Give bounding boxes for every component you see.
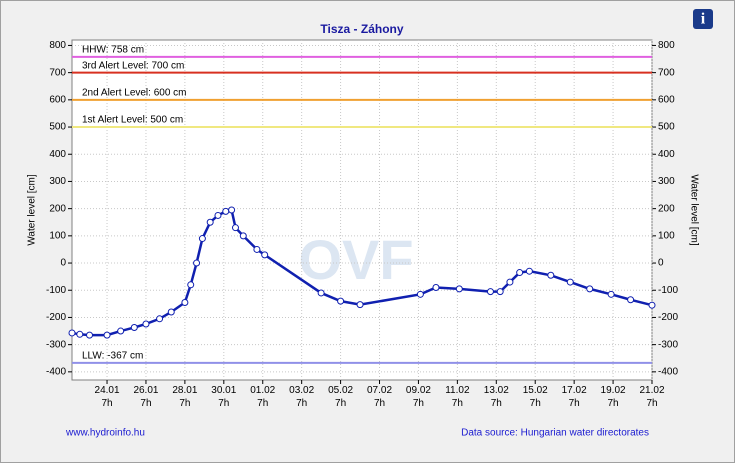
data-point [68, 329, 76, 337]
y2-tick-label: 100 [658, 230, 675, 241]
y2-tick-label: 600 [658, 94, 675, 105]
data-point [187, 281, 195, 289]
y-tick-label: 200 [49, 203, 66, 214]
y-tick-label: -100 [46, 285, 66, 296]
x-tick-label: 03.02 7h [289, 385, 314, 409]
x-tick-label: 26.01 7h [133, 385, 158, 409]
y2-axis-label: Water level [cm] [688, 174, 699, 246]
y-tick-label: 300 [49, 176, 66, 187]
x-tick-label: 21.02 7h [639, 385, 664, 409]
y2-tick-label: 400 [658, 149, 675, 160]
data-point [193, 259, 201, 267]
y-axis-label: Water level [cm] [27, 174, 38, 246]
plot-area [71, 39, 653, 381]
data-point [206, 218, 214, 226]
y-tick-label: -200 [46, 312, 66, 323]
y-tick-label: 800 [49, 40, 66, 51]
x-tick-label: 09.02 7h [406, 385, 431, 409]
level-label: 2nd Alert Level: 600 cm [82, 87, 187, 98]
data-point [231, 224, 239, 232]
y2-tick-label: 800 [658, 40, 675, 51]
info-icon[interactable]: i [701, 11, 706, 28]
x-tick-label: 30.01 7h [211, 385, 236, 409]
data-point [86, 331, 94, 339]
data-point [167, 308, 175, 316]
level-label: 3rd Alert Level: 700 cm [82, 60, 184, 71]
x-tick-label: 01.02 7h [250, 385, 275, 409]
data-point [222, 207, 230, 215]
y-tick-label: 700 [49, 67, 66, 78]
data-point [337, 297, 345, 305]
x-tick-label: 07.02 7h [367, 385, 392, 409]
data-point [486, 288, 494, 296]
y2-tick-label: 300 [658, 176, 675, 187]
y2-tick-label: 700 [658, 67, 675, 78]
x-tick-label: 05.02 7h [328, 385, 353, 409]
y2-tick-label: 500 [658, 122, 675, 133]
data-point [547, 271, 555, 279]
data-point [239, 232, 247, 240]
chart-title: Tisza - Záhony [320, 22, 403, 36]
x-tick-label: 15.02 7h [523, 385, 548, 409]
data-point [142, 320, 150, 328]
data-point [525, 267, 533, 275]
data-point [76, 330, 84, 338]
data-point [198, 235, 206, 243]
level-label: 1st Alert Level: 500 cm [82, 115, 183, 126]
x-tick-label: 19.02 7h [601, 385, 626, 409]
data-point [506, 278, 514, 286]
data-point [356, 301, 364, 309]
data-point [566, 278, 574, 286]
x-tick-label: 11.02 7h [445, 385, 470, 409]
level-label: HHW: 758 cm [82, 45, 144, 56]
data-point [103, 331, 111, 339]
x-tick-label: 24.01 7h [95, 385, 120, 409]
data-point [261, 251, 269, 259]
data-point [648, 301, 656, 309]
data-point [627, 296, 635, 304]
x-tick-label: 17.02 7h [562, 385, 587, 409]
info-button[interactable] [693, 9, 713, 29]
data-point [496, 288, 504, 296]
data-point [117, 327, 125, 335]
data-point [317, 289, 325, 297]
data-point [416, 290, 424, 298]
y-tick-label: -400 [46, 366, 66, 377]
y2-tick-label: 0 [658, 258, 664, 269]
y-tick-label: 600 [49, 94, 66, 105]
data-point [214, 211, 222, 219]
data-point [181, 298, 189, 306]
data-point [516, 269, 524, 277]
data-point [607, 290, 615, 298]
data-point [156, 315, 164, 323]
data-point [253, 245, 261, 253]
y2-tick-label: -400 [658, 366, 678, 377]
y2-tick-label: -300 [658, 339, 678, 350]
x-tick-label: 13.02 7h [484, 385, 509, 409]
y2-tick-label: -100 [658, 285, 678, 296]
y-tick-label: 0 [60, 258, 66, 269]
y-tick-label: 400 [49, 149, 66, 160]
y2-tick-label: -200 [658, 312, 678, 323]
footer-source: Data source: Hungarian water directorate… [461, 428, 649, 439]
level-label: LLW: -367 cm [82, 351, 143, 362]
data-point [455, 285, 463, 293]
watermark: OVF [298, 228, 413, 291]
x-tick-label: 28.01 7h [172, 385, 197, 409]
footer-link[interactable]: www.hydroinfo.hu [65, 428, 145, 439]
y-tick-label: -300 [46, 339, 66, 350]
data-point [130, 324, 138, 332]
y2-tick-label: 200 [658, 203, 675, 214]
data-point [432, 284, 440, 292]
y-tick-label: 500 [49, 122, 66, 133]
data-point [586, 285, 594, 293]
y-tick-label: 100 [49, 230, 66, 241]
data-point [228, 206, 236, 214]
